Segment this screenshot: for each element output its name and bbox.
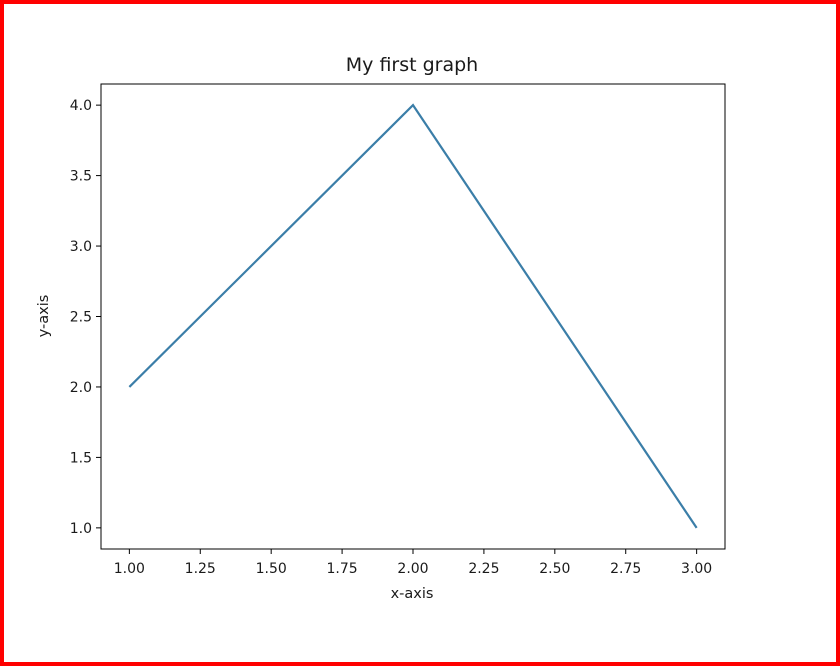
y-tick-label: 3.0	[70, 239, 92, 255]
x-axis-ticks: 1.00 1.25 1.50 1.75 2.00 2.25 2.50 2.75 3.00	[114, 549, 712, 577]
y-axis-label: y-axis	[36, 295, 52, 338]
plot-area	[100, 83, 726, 550]
x-axis-label: x-axis	[391, 586, 434, 602]
y-tick-label: 1.0	[70, 521, 92, 537]
y-axis-ticks: 1.0 1.5 2.0 2.5 3.0 3.5 4.0	[70, 98, 101, 537]
chart-title: My first graph	[346, 54, 478, 76]
x-tick-label: 2.75	[610, 561, 641, 577]
x-tick-label: 1.25	[185, 561, 216, 577]
x-tick-label: 2.25	[468, 561, 499, 577]
x-tick-label: 2.50	[539, 561, 570, 577]
y-tick-label: 2.0	[70, 380, 92, 396]
y-tick-label: 1.5	[70, 450, 92, 466]
series-layer	[128, 103, 698, 529]
x-tick-label: 1.50	[256, 561, 287, 577]
x-tick-label: 2.00	[397, 561, 428, 577]
x-tick-label: 1.75	[327, 561, 358, 577]
series-line	[128, 103, 698, 529]
y-tick-label: 2.5	[70, 310, 92, 326]
y-tick-label: 3.5	[70, 169, 92, 185]
x-tick-label: 1.00	[114, 561, 145, 577]
x-tick-label: 3.00	[681, 561, 712, 577]
y-tick-label: 4.0	[70, 98, 92, 114]
